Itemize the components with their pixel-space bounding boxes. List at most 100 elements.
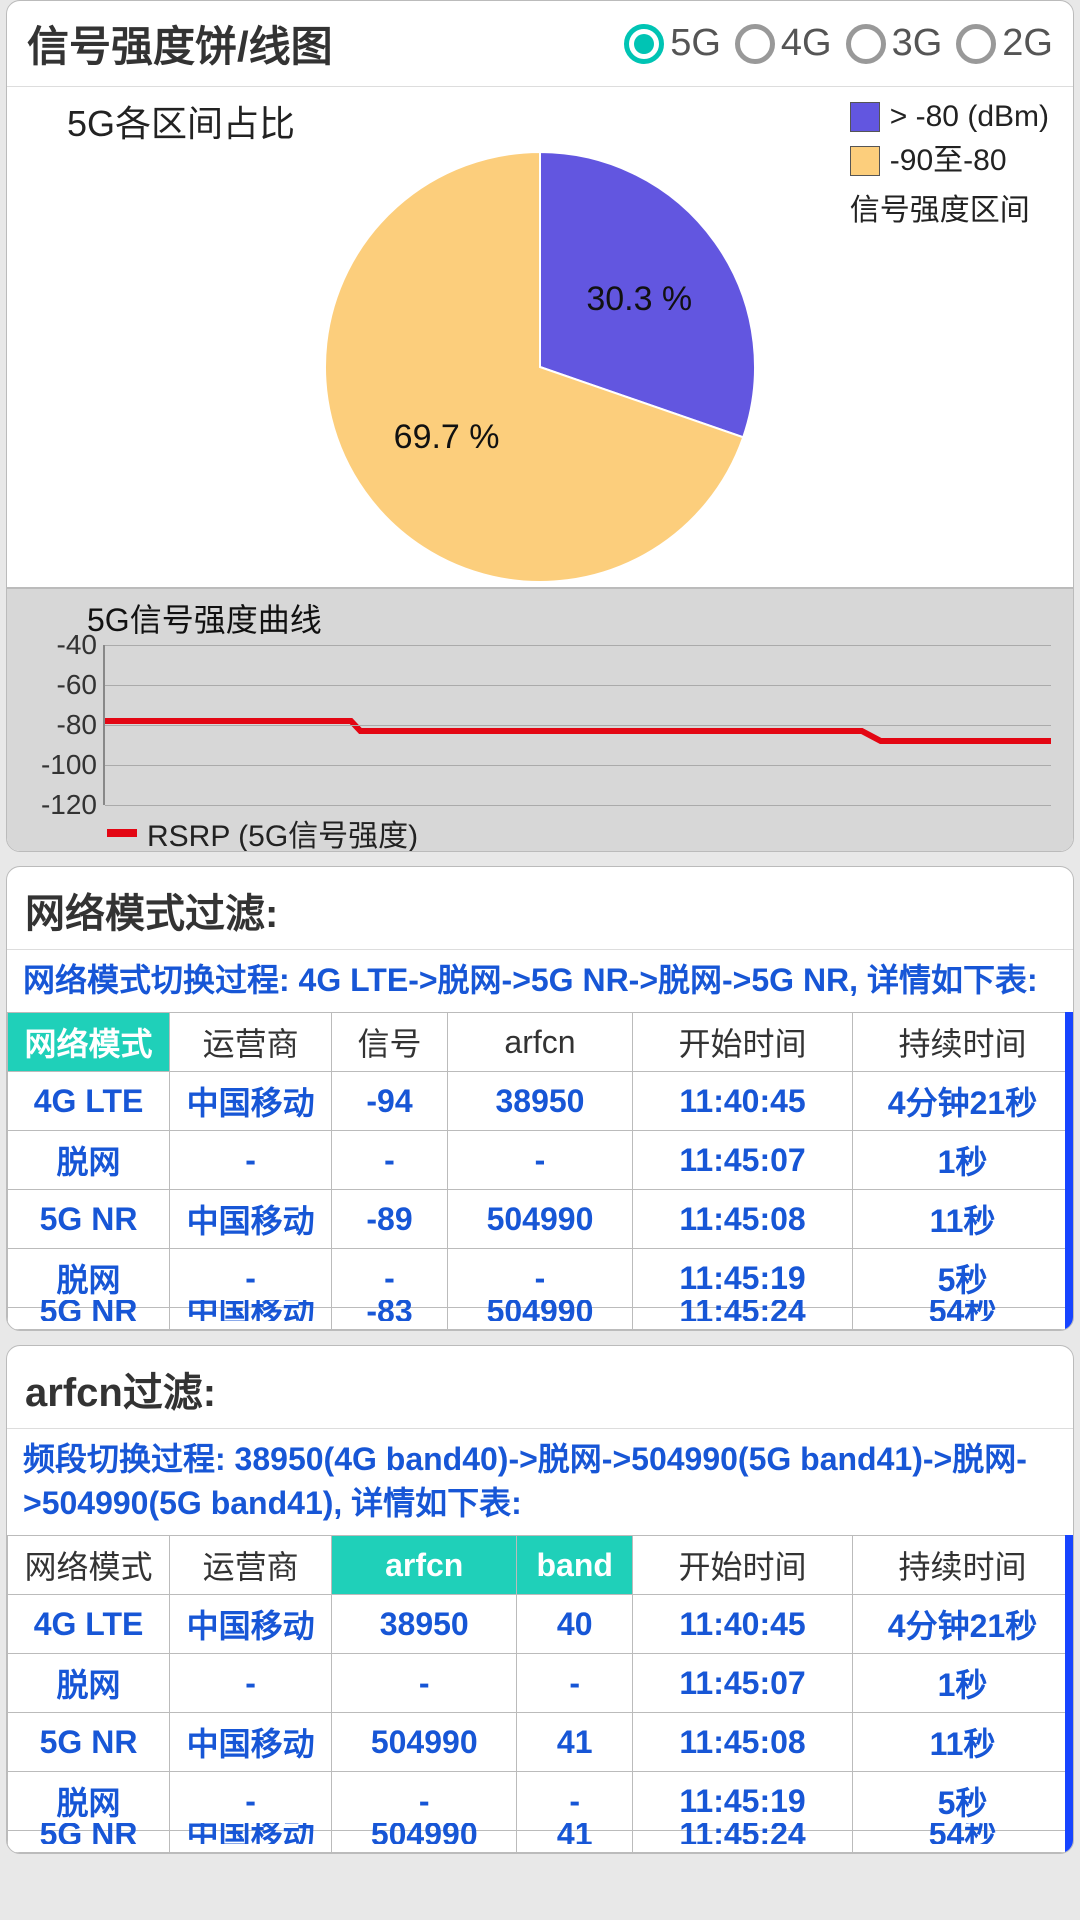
table-header-cell[interactable]: 运营商	[170, 1536, 332, 1595]
radio-label: 2G	[1002, 22, 1053, 65]
gridline	[105, 765, 1051, 766]
y-tick-label: -100	[31, 749, 97, 781]
table-cell: 1秒	[853, 1131, 1073, 1190]
table-cell: 中国移动	[170, 1300, 332, 1322]
table-cell: 中国移动	[170, 1190, 332, 1249]
table-row[interactable]: 脱网---11:45:071秒	[8, 1131, 1073, 1190]
table-header-cell[interactable]: 持续时间	[853, 1013, 1073, 1072]
table-cell: 40	[517, 1595, 633, 1654]
table-row[interactable]: 4G LTE中国移动-943895011:40:454分钟21秒	[8, 1072, 1073, 1131]
table-header-cell[interactable]: 信号	[332, 1013, 448, 1072]
table-cell: 11:45:24	[633, 1300, 853, 1322]
table-cell: 4分钟21秒	[853, 1072, 1073, 1131]
radio-ring-icon	[846, 24, 886, 64]
table-cell: 4G LTE	[8, 1072, 170, 1131]
line-legend-label: RSRP (5G信号强度)	[147, 811, 418, 852]
legend-label: -90至-80	[890, 139, 1007, 183]
gridline	[105, 725, 1051, 726]
radio-ring-icon	[624, 24, 664, 64]
table-row[interactable]: 4G LTE中国移动389504011:40:454分钟21秒	[8, 1595, 1073, 1654]
table-cell: 504990	[332, 1823, 517, 1845]
radio-ring-icon	[735, 24, 775, 64]
table-header-cell[interactable]: 开始时间	[633, 1013, 853, 1072]
table-row-cutoff[interactable]: 5G NR中国移动-8350499011:45:2454秒	[8, 1308, 1073, 1330]
table-cell: 504990	[332, 1713, 517, 1772]
gridline	[105, 685, 1051, 686]
radio-ring-icon	[956, 24, 996, 64]
network-filter-title: 网络模式过滤:	[7, 867, 1073, 950]
arfcn-filter-title: arfcn过滤:	[7, 1346, 1073, 1429]
pie-chart-area: 5G各区间占比 > -80 (dBm)-90至-80信号强度区间 30.3 %6…	[7, 87, 1073, 587]
signal-chart-card: 信号强度饼/线图 5G4G3G2G 5G各区间占比 > -80 (dBm)-90…	[6, 0, 1074, 852]
table-cell: 54秒	[853, 1300, 1073, 1322]
table-cell: 11:45:24	[633, 1823, 853, 1845]
table-cell: 11:45:08	[633, 1190, 853, 1249]
table-cell: 中国移动	[170, 1823, 332, 1845]
y-tick-label: -40	[31, 629, 97, 661]
table-row[interactable]: 脱网---11:45:071秒	[8, 1654, 1073, 1713]
radio-label: 4G	[781, 22, 832, 65]
y-tick-label: -80	[31, 709, 97, 741]
table-cell: 11:40:45	[633, 1595, 853, 1654]
table-row-cutoff[interactable]: 5G NR中国移动5049904111:45:2454秒	[8, 1831, 1073, 1853]
radio-3G[interactable]: 3G	[846, 22, 943, 65]
table-cell: 脱网	[8, 1131, 170, 1190]
table-cell: 11秒	[853, 1713, 1073, 1772]
table-cell: 4分钟21秒	[853, 1595, 1073, 1654]
table-cell: 4G LTE	[8, 1595, 170, 1654]
table-header-cell[interactable]: arfcn	[332, 1536, 517, 1595]
table-header-cell[interactable]: 网络模式	[8, 1013, 170, 1072]
table-cell: 38950	[447, 1072, 632, 1131]
legend-title: 信号强度区间	[850, 185, 1049, 229]
table-cell: 5G NR	[8, 1713, 170, 1772]
table-cell: 11:45:08	[633, 1713, 853, 1772]
table-cell: 5G NR	[8, 1823, 170, 1845]
table-cell: 504990	[447, 1300, 632, 1322]
network-filter-table-wrap: 网络模式运营商信号arfcn开始时间持续时间4G LTE中国移动-9438950…	[7, 1012, 1073, 1330]
radio-label: 3G	[892, 22, 943, 65]
pie-subtitle: 5G各区间占比	[67, 95, 295, 147]
gridline	[105, 645, 1051, 646]
table-header-cell[interactable]: 开始时间	[633, 1536, 853, 1595]
table-cell: 11:45:07	[633, 1654, 853, 1713]
table-header-cell[interactable]: band	[517, 1536, 633, 1595]
table-row[interactable]: 5G NR中国移动-8950499011:45:0811秒	[8, 1190, 1073, 1249]
pie-slice-label: 69.7 %	[394, 418, 500, 457]
legend-swatch	[850, 146, 880, 176]
table-cell: 41	[517, 1713, 633, 1772]
table-cell: 中国移动	[170, 1072, 332, 1131]
radio-2G[interactable]: 2G	[956, 22, 1053, 65]
table-cell: 中国移动	[170, 1713, 332, 1772]
table-header-cell[interactable]: arfcn	[447, 1013, 632, 1072]
arfcn-filter-desc: 频段切换过程: 38950(4G band40)->脱网->504990(5G …	[7, 1429, 1073, 1535]
radio-5G[interactable]: 5G	[624, 22, 721, 65]
table-cell: -89	[332, 1190, 448, 1249]
table-cell: -	[517, 1654, 633, 1713]
legend-swatch	[850, 102, 880, 132]
table-header-cell[interactable]: 持续时间	[853, 1536, 1073, 1595]
table-cell: 41	[517, 1823, 633, 1845]
table-cell: 脱网	[8, 1654, 170, 1713]
table-cell: 54秒	[853, 1823, 1073, 1845]
table-cell: -	[447, 1131, 632, 1190]
chart-header: 信号强度饼/线图 5G4G3G2G	[7, 1, 1073, 87]
network-gen-radio-group: 5G 4G 3G 2G	[624, 22, 1053, 65]
line-legend-swatch	[107, 829, 137, 837]
table-row[interactable]: 5G NR中国移动5049904111:45:0811秒	[8, 1713, 1073, 1772]
radio-4G[interactable]: 4G	[735, 22, 832, 65]
scroll-indicator[interactable]	[1065, 1012, 1073, 1330]
y-tick-label: -60	[31, 669, 97, 701]
table-cell: 5G NR	[8, 1300, 170, 1322]
table-cell: -	[170, 1131, 332, 1190]
table-header-cell[interactable]: 网络模式	[8, 1536, 170, 1595]
table-cell: 11:45:07	[633, 1131, 853, 1190]
table-cell: -83	[332, 1300, 448, 1322]
line-chart-plot: -40-60-80-100-120	[103, 645, 1051, 805]
table-cell: 504990	[447, 1190, 632, 1249]
table-cell: 11:40:45	[633, 1072, 853, 1131]
network-mode-filter-card: 网络模式过滤: 网络模式切换过程: 4G LTE->脱网->5G NR->脱网-…	[6, 866, 1074, 1331]
scroll-indicator[interactable]	[1065, 1535, 1073, 1853]
arfcn-filter-table-wrap: 网络模式运营商arfcnband开始时间持续时间4G LTE中国移动389504…	[7, 1535, 1073, 1853]
table-cell: -	[332, 1654, 517, 1713]
table-header-cell[interactable]: 运营商	[170, 1013, 332, 1072]
